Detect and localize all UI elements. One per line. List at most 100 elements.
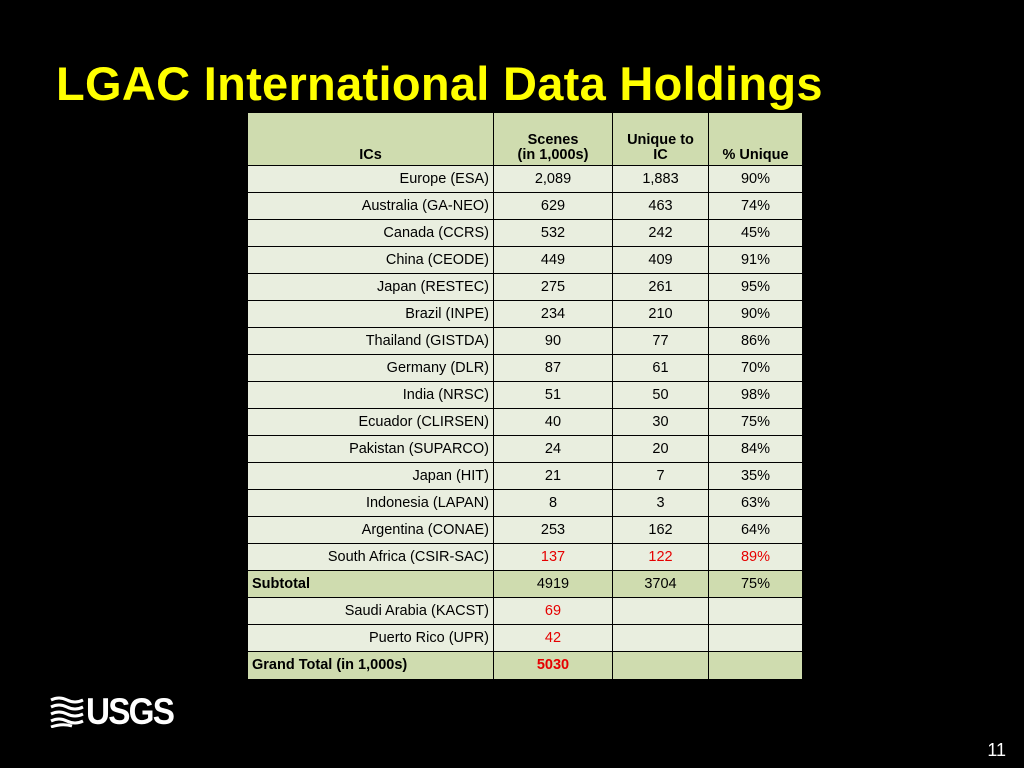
scenes-value: 532 [493, 219, 613, 247]
ic-name: Brazil (INPE) [247, 300, 494, 328]
ic-name: Indonesia (LAPAN) [247, 489, 494, 517]
table-row: Indonesia (LAPAN) 8 3 63% [247, 489, 803, 517]
scenes-value: 629 [493, 192, 613, 220]
ic-name: South Africa (CSIR-SAC) [247, 543, 494, 571]
scenes-value: 51 [493, 381, 613, 409]
data-holdings-table: ICs Scenes (in 1,000s) Unique to IC % Uniq… [247, 112, 803, 680]
table-row: Japan (RESTEC) 275 261 95% [247, 273, 803, 301]
page-number: 11 [987, 740, 1006, 760]
pct-value: 74% [708, 192, 803, 220]
ic-name: Puerto Rico (UPR) [247, 624, 494, 652]
table-row: Argentina (CONAE) 253 162 64% [247, 516, 803, 544]
grand-total-label: Grand Total (in 1,000s) [247, 651, 494, 680]
pct-value: 64% [708, 516, 803, 544]
table-row: Australia (GA-NEO) 629 463 74% [247, 192, 803, 220]
ic-name: Australia (GA-NEO) [247, 192, 494, 220]
unique-value: 162 [612, 516, 709, 544]
table-row: Thailand (GISTDA) 90 77 86% [247, 327, 803, 355]
unique-value: 242 [612, 219, 709, 247]
scenes-value: 449 [493, 246, 613, 274]
unique-value: 30 [612, 408, 709, 436]
scenes-value: 137 [493, 543, 613, 571]
unique-value [612, 624, 709, 652]
table-row: Canada (CCRS) 532 242 45% [247, 219, 803, 247]
ic-name: India (NRSC) [247, 381, 494, 409]
pct-value: 91% [708, 246, 803, 274]
scenes-value: 253 [493, 516, 613, 544]
ic-name: Argentina (CONAE) [247, 516, 494, 544]
ic-name: Saudi Arabia (KACST) [247, 597, 494, 625]
unique-value: 210 [612, 300, 709, 328]
table-row: Japan (HIT) 21 7 35% [247, 462, 803, 490]
pct-value: 95% [708, 273, 803, 301]
scenes-value: 234 [493, 300, 613, 328]
header-unique: Unique to IC [612, 112, 709, 166]
scenes-value: 42 [493, 624, 613, 652]
ic-name: Pakistan (SUPARCO) [247, 435, 494, 463]
pct-value [708, 597, 803, 625]
pct-value: 70% [708, 354, 803, 382]
scenes-value: 275 [493, 273, 613, 301]
pct-value: 98% [708, 381, 803, 409]
scenes-value: 69 [493, 597, 613, 625]
scenes-value: 40 [493, 408, 613, 436]
table-row: India (NRSC) 51 50 98% [247, 381, 803, 409]
unique-value: 1,883 [612, 165, 709, 193]
scenes-value: 21 [493, 462, 613, 490]
subtotal-label: Subtotal [247, 570, 494, 598]
scenes-value: 90 [493, 327, 613, 355]
subtotal-pct: 75% [708, 570, 803, 598]
unique-value [612, 597, 709, 625]
table-row: South Africa (CSIR-SAC) 137 122 89% [247, 543, 803, 571]
pct-value: 75% [708, 408, 803, 436]
pct-value: 45% [708, 219, 803, 247]
pct-value: 90% [708, 300, 803, 328]
usgs-logo-text: USGS [86, 691, 175, 732]
unique-value: 50 [612, 381, 709, 409]
ic-name: Canada (CCRS) [247, 219, 494, 247]
scenes-value: 24 [493, 435, 613, 463]
ic-name: Thailand (GISTDA) [247, 327, 494, 355]
table-row: Saudi Arabia (KACST) 69 [247, 597, 803, 625]
unique-value: 3 [612, 489, 709, 517]
header-scenes: Scenes (in 1,000s) [493, 112, 613, 166]
subtotal-row: Subtotal 4919 3704 75% [247, 570, 803, 598]
ic-name: Germany (DLR) [247, 354, 494, 382]
unique-value: 20 [612, 435, 709, 463]
grand-total-unique [612, 651, 709, 680]
pct-value: 90% [708, 165, 803, 193]
pct-value: 35% [708, 462, 803, 490]
table-row: Brazil (INPE) 234 210 90% [247, 300, 803, 328]
unique-value: 409 [612, 246, 709, 274]
table-row: Pakistan (SUPARCO) 24 20 84% [247, 435, 803, 463]
header-pct-unique: % Unique [708, 112, 803, 166]
unique-value: 61 [612, 354, 709, 382]
scenes-value: 2,089 [493, 165, 613, 193]
ic-name: Ecuador (CLIRSEN) [247, 408, 494, 436]
table-row: Puerto Rico (UPR) 42 [247, 624, 803, 652]
grand-total-pct [708, 651, 803, 680]
ic-name: China (CEODE) [247, 246, 494, 274]
slide-title: LGAC International Data Holdings [56, 57, 823, 110]
unique-value: 77 [612, 327, 709, 355]
ic-name: Japan (HIT) [247, 462, 494, 490]
ic-name: Europe (ESA) [247, 165, 494, 193]
ic-name: Japan (RESTEC) [247, 273, 494, 301]
unique-value: 122 [612, 543, 709, 571]
header-ics: ICs [247, 112, 494, 166]
pct-value: 84% [708, 435, 803, 463]
table-row: Germany (DLR) 87 61 70% [247, 354, 803, 382]
table-row: China (CEODE) 449 409 91% [247, 246, 803, 274]
subtotal-unique: 3704 [612, 570, 709, 598]
scenes-value: 87 [493, 354, 613, 382]
unique-value: 261 [612, 273, 709, 301]
table-row: Europe (ESA) 2,089 1,883 90% [247, 165, 803, 193]
grand-total-scenes: 5030 [493, 651, 613, 680]
unique-value: 463 [612, 192, 709, 220]
pct-value: 86% [708, 327, 803, 355]
unique-value: 7 [612, 462, 709, 490]
pct-value: 89% [708, 543, 803, 571]
grand-total-row: Grand Total (in 1,000s) 5030 [247, 651, 803, 680]
pct-value: 63% [708, 489, 803, 517]
table-header-row: ICs Scenes (in 1,000s) Unique to IC % Uniq… [247, 112, 803, 166]
